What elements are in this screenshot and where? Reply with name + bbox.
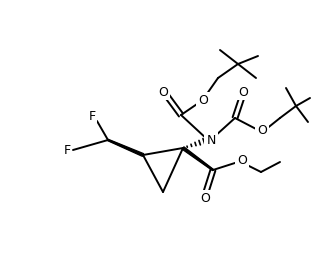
Text: O: O <box>198 93 208 106</box>
Text: O: O <box>200 191 210 205</box>
Text: O: O <box>238 86 248 98</box>
Text: N: N <box>206 134 216 147</box>
Text: O: O <box>158 86 168 98</box>
Text: O: O <box>237 154 247 167</box>
Text: F: F <box>88 111 95 124</box>
Text: F: F <box>63 144 71 157</box>
Text: O: O <box>257 125 267 138</box>
